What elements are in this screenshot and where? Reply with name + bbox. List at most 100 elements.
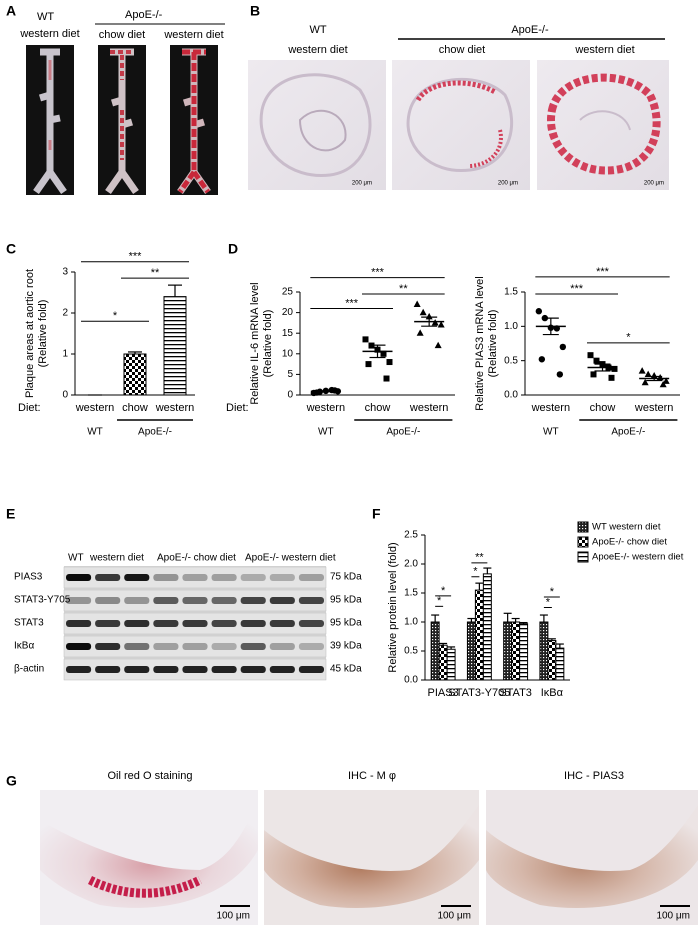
point xyxy=(659,380,667,388)
panel-label: C xyxy=(6,241,16,257)
point xyxy=(386,359,393,366)
blot-band xyxy=(298,597,324,604)
blot-band xyxy=(66,597,92,604)
blot-band xyxy=(124,620,150,627)
lane-label: ApoE-/- western diet xyxy=(245,553,336,564)
blot-band xyxy=(240,574,266,581)
significance: ** xyxy=(399,283,408,295)
point xyxy=(638,367,646,374)
group-label: ApoE-/- xyxy=(611,427,645,438)
size-label: 39 kDa xyxy=(330,641,362,652)
micrograph: 200 μm xyxy=(537,60,669,190)
aorta-photo xyxy=(98,45,146,195)
error-bar xyxy=(483,567,492,574)
blot-band xyxy=(269,666,295,673)
blot-band xyxy=(124,574,150,581)
bar xyxy=(466,621,476,681)
blot-band xyxy=(269,643,295,650)
blot-band xyxy=(211,620,237,627)
y-axis-label: Relative PIAS3 mRNA level xyxy=(474,276,486,411)
micrograph: 200 μm xyxy=(248,60,386,190)
significance: *** xyxy=(129,251,143,263)
x-tick-label: western xyxy=(531,402,571,414)
y-tick-label: 0.0 xyxy=(504,390,518,401)
group-label: WT xyxy=(309,24,326,36)
y-tick-label: 1.5 xyxy=(404,588,418,599)
x-tick-label: PIAS3 xyxy=(428,687,459,699)
bar xyxy=(547,640,557,681)
bar xyxy=(482,573,492,681)
protein-label: β-actin xyxy=(14,664,44,675)
blot-band xyxy=(269,620,295,627)
error-bar xyxy=(646,375,663,382)
y-tick-label: 15 xyxy=(282,328,294,339)
significance: * xyxy=(473,566,478,578)
point xyxy=(593,357,600,364)
y-tick-label: 0.0 xyxy=(404,675,418,686)
y-tick-label: 3 xyxy=(62,267,68,278)
x-tick-label: western xyxy=(75,402,115,414)
y-tick-label: 1.5 xyxy=(504,287,518,298)
blot-band xyxy=(95,574,121,581)
error-bar xyxy=(542,317,559,336)
scale-bar: 200 μm xyxy=(644,181,664,187)
x-tick-label: western xyxy=(409,402,449,414)
y-tick-label: 1.0 xyxy=(504,321,518,332)
bar xyxy=(519,623,529,681)
point xyxy=(608,374,615,381)
blot-band xyxy=(66,574,92,581)
size-label: 95 kDa xyxy=(330,595,362,606)
blot-band xyxy=(298,643,324,650)
panel-label: G xyxy=(6,773,17,789)
significance: ** xyxy=(475,552,484,564)
blot-band xyxy=(95,620,121,627)
x-tick-label: STAT3 xyxy=(499,687,532,699)
y-tick-label: 0 xyxy=(287,390,293,401)
x-tick-label: western xyxy=(306,402,346,414)
bar xyxy=(438,644,448,681)
blot-band xyxy=(95,597,121,604)
point xyxy=(559,343,567,351)
group-label: ApoE-/- xyxy=(386,427,420,438)
significance: *** xyxy=(570,283,584,295)
blot-band xyxy=(182,574,208,581)
y-tick-label: 0 xyxy=(62,390,68,401)
blot-band xyxy=(211,666,237,673)
blot-band xyxy=(153,597,179,604)
significance: *** xyxy=(596,266,610,278)
blot-row xyxy=(63,566,327,589)
lane-label: western diet xyxy=(89,553,144,564)
error-bar xyxy=(317,390,334,393)
size-label: 45 kDa xyxy=(330,664,362,675)
blot-band xyxy=(66,666,92,673)
error-bar xyxy=(503,612,512,622)
y-tick-label: 2 xyxy=(62,308,68,319)
blot-band xyxy=(182,620,208,627)
scale-bar: 100 μm xyxy=(656,911,690,922)
blot-band xyxy=(153,666,179,673)
point xyxy=(437,321,445,328)
blot-band xyxy=(240,666,266,673)
x-prefix: Diet: xyxy=(226,402,249,414)
blot-band xyxy=(240,620,266,627)
panel-g: G Oil red O staining IHC - M φ IHC - PIA… xyxy=(6,770,698,925)
error-bar xyxy=(431,614,440,622)
diet-label: western diet xyxy=(574,44,634,56)
blot-band xyxy=(298,666,324,673)
point xyxy=(383,375,390,382)
blot-band xyxy=(153,643,179,650)
panel-label: E xyxy=(6,506,15,522)
y-tick-label: 10 xyxy=(282,348,294,359)
significance: * xyxy=(437,595,442,607)
y-tick-label: 2.0 xyxy=(404,559,418,570)
diet-label: chow diet xyxy=(439,44,485,56)
diet-label: chow diet xyxy=(99,29,145,41)
blot-band xyxy=(153,574,179,581)
point xyxy=(587,352,594,359)
bar xyxy=(123,353,147,396)
point xyxy=(538,356,546,363)
error-bar xyxy=(547,638,556,641)
protein-label: PIAS3 xyxy=(14,572,43,583)
x-prefix: Diet: xyxy=(18,402,41,414)
